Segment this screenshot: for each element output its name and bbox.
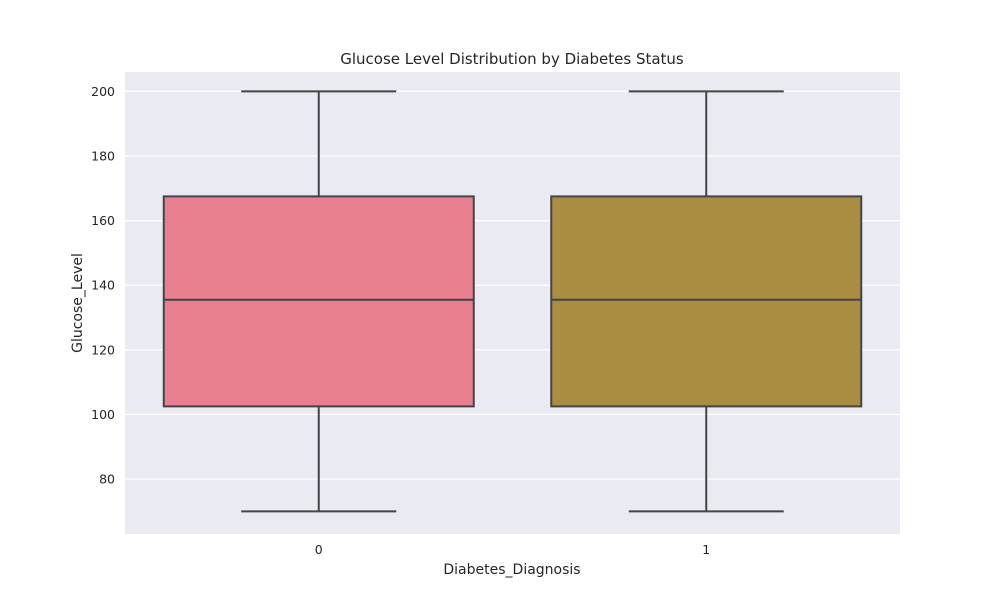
y-tick-label-100: 100 bbox=[91, 407, 115, 422]
box-group-0 bbox=[162, 90, 475, 513]
box-iqr bbox=[162, 195, 475, 408]
y-tick-label-140: 140 bbox=[91, 278, 115, 293]
x-tick-label-0: 0 bbox=[315, 542, 323, 557]
box-iqr bbox=[550, 195, 863, 408]
box-group-1 bbox=[550, 90, 863, 513]
y-tick-label-200: 200 bbox=[91, 84, 115, 99]
boxes bbox=[162, 90, 863, 513]
y-tick-label-120: 120 bbox=[91, 342, 115, 357]
x-axis-label: Diabetes_Diagnosis bbox=[443, 562, 580, 578]
y-tick-label-160: 160 bbox=[91, 213, 115, 228]
y-tick-label-80: 80 bbox=[99, 472, 115, 487]
y-tick-label-180: 180 bbox=[91, 149, 115, 164]
y-tick-labels: 80 100 120 140 160 180 200 bbox=[91, 84, 115, 487]
chart-title: Glucose Level Distribution by Diabetes S… bbox=[340, 50, 684, 68]
y-axis-label: Glucose_Level bbox=[70, 253, 86, 353]
x-tick-label-1: 1 bbox=[702, 542, 710, 557]
